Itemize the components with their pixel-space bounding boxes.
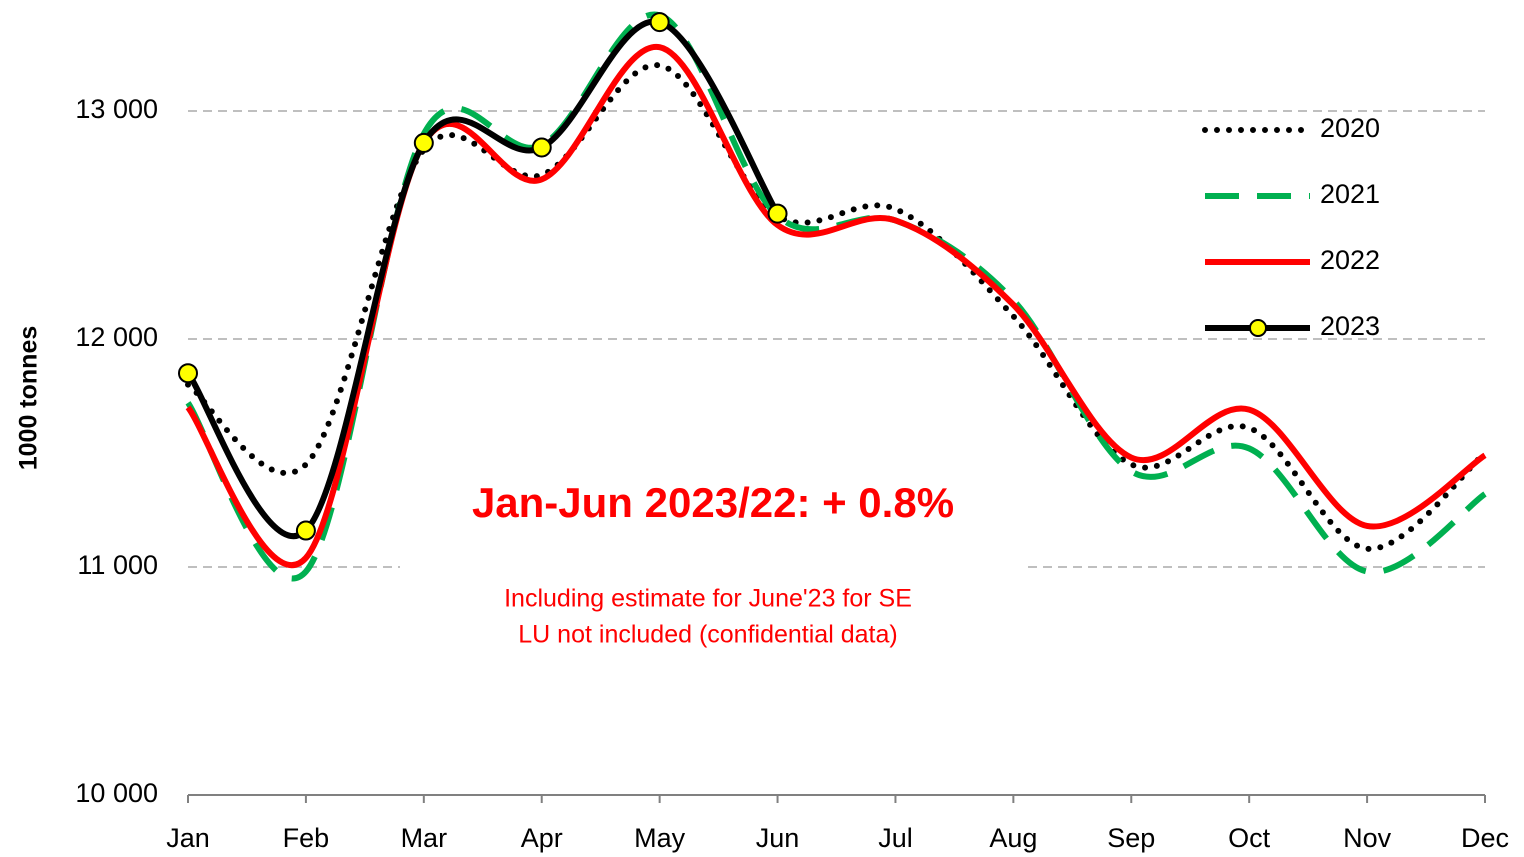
data-point [767, 203, 788, 224]
legend-label: 2020 [1320, 113, 1380, 143]
x-tick-label: Sep [1107, 823, 1155, 853]
annotation: LU not included (confidential data) [518, 621, 897, 649]
data-point [295, 520, 316, 541]
legend-label: 2023 [1320, 311, 1380, 341]
data-point [413, 132, 434, 153]
x-tick-label: Jul [878, 823, 913, 853]
y-tick-label: 10 000 [75, 778, 158, 808]
x-tick-label: May [634, 823, 686, 853]
annotation: Jan-Jun 2023/22: + 0.8% [472, 479, 954, 526]
y-tick-label: 11 000 [77, 550, 158, 580]
y-tick-label: 12 000 [75, 322, 158, 352]
series-line [185, 11, 1487, 582]
annotation: Including estimate for June'23 for SE [504, 585, 912, 613]
x-tick-label: Nov [1343, 823, 1392, 853]
y-tick-label: 13 000 [75, 94, 158, 124]
data-point [649, 12, 670, 33]
x-tick-label: Jun [756, 823, 800, 853]
legend-marker [1249, 319, 1267, 337]
x-tick-label: Mar [401, 823, 448, 853]
annotation-box [400, 470, 1025, 660]
x-tick-label: Dec [1461, 823, 1509, 853]
x-tick-label: Jan [166, 823, 210, 853]
x-tick-label: Apr [521, 823, 563, 853]
legend-label: 2022 [1320, 245, 1380, 275]
x-tick-label: Oct [1228, 823, 1271, 853]
data-point [178, 363, 198, 384]
data-point [531, 137, 552, 158]
y-axis-label: 1000 tonnes [15, 326, 43, 471]
x-tick-label: Aug [989, 823, 1037, 853]
legend-label: 2021 [1320, 179, 1380, 209]
series-line [185, 62, 1488, 552]
x-tick-label: Feb [283, 823, 330, 853]
series-line [185, 18, 781, 539]
